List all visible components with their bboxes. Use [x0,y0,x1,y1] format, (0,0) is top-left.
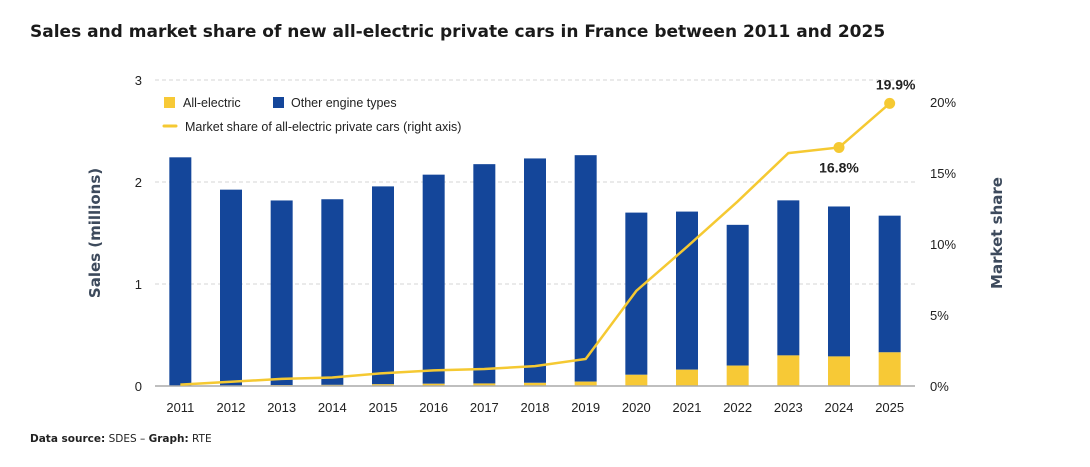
x-tick-label: 2014 [318,400,347,415]
y-tick-label: 2 [135,175,142,190]
market-share-marker [884,97,896,109]
bar-all-electric [473,383,496,386]
x-tick-label: 2013 [267,400,296,415]
bar-other-engine-types [726,224,749,366]
x-tick-label: 2018 [521,400,550,415]
y-right-tick-label: 5% [930,308,949,323]
x-tick-label: 2022 [723,400,752,415]
y-tick-label: 1 [135,277,142,292]
bar-other-engine-types [625,212,648,375]
x-tick-label: 2025 [875,400,904,415]
legend-label-market-share: Market share of all-electric private car… [185,120,461,134]
x-tick-label: 2015 [369,400,398,415]
bar-other-engine-types [220,189,242,386]
market-share-marker [833,141,845,153]
bar-other-engine-types [676,211,698,370]
bar-other-engine-types [270,200,293,386]
bar-all-electric [524,382,546,386]
market-share-line [180,102,891,386]
y-right-axis-title: Market share [988,177,1006,289]
x-tick-label: 2017 [470,400,499,415]
bar-other-engine-types [422,174,445,384]
data-label: 16.8% [819,159,859,175]
bar-all-electric [372,384,394,386]
x-tick-label: 2021 [673,400,702,415]
legend-swatch-other-engine-types [273,97,284,108]
source-separator: – [136,433,149,445]
bar-other-engine-types [169,157,192,386]
bar-all-electric [828,356,850,386]
x-tick-label: 2019 [571,400,600,415]
bar-other-engine-types [524,158,546,383]
bar-all-electric [574,381,597,386]
y-axis-title: Sales (millions) [86,168,104,298]
y-right-tick-label: 10% [930,237,956,252]
bar-other-engine-types [878,215,901,353]
data-source: Data source: SDES – Graph: RTE [30,433,212,445]
legend-label-other-engine-types: Other engine types [291,96,397,110]
y-right-tick-label: 15% [930,166,956,181]
bar-all-electric [726,365,749,386]
y-right-tick-label: 0% [930,379,949,394]
bar-other-engine-types [473,164,496,384]
y-right-tick-label: 20% [930,95,956,110]
data-label: 19.9% [876,76,916,92]
bar-other-engine-types [828,206,850,357]
x-tick-label: 2016 [419,400,448,415]
bar-all-electric [777,355,800,386]
bar-all-electric [676,369,698,386]
bar-all-electric [422,383,445,386]
bar-all-electric [625,374,648,386]
bar-all-electric [878,352,901,386]
x-tick-label: 2020 [622,400,651,415]
bar-other-engine-types [372,186,394,385]
x-tick-label: 2011 [166,400,194,415]
y-tick-label: 3 [135,73,142,88]
legend-swatch-all-electric [164,97,175,108]
bar-other-engine-types [777,200,800,356]
chart-title: Sales and market share of new all-electr… [30,22,886,42]
bar-other-engine-types [321,199,344,385]
legend-label-all-electric: All-electric [183,96,241,110]
x-tick-label: 2012 [217,400,246,415]
y-tick-label: 0 [135,379,142,394]
x-tick-label: 2023 [774,400,803,415]
source-value: SDES [108,433,137,445]
source-label: Data source: [30,433,106,445]
graph-value: RTE [192,433,212,445]
bar-other-engine-types [574,155,597,382]
graph-label: Graph: [148,433,189,445]
x-tick-label: 2024 [825,400,854,415]
